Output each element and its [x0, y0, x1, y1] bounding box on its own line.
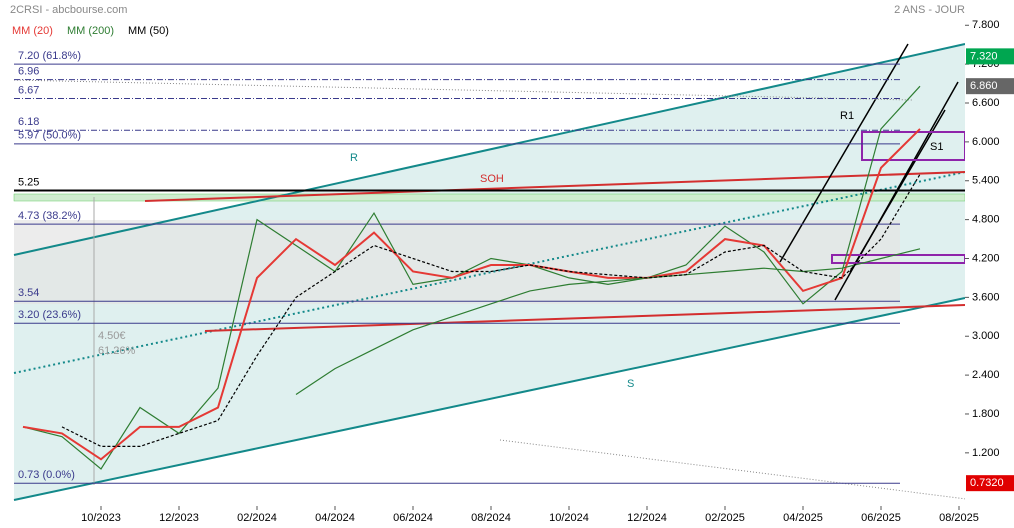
trend-line — [13, 171, 966, 374]
trend-line — [13, 297, 966, 501]
level-label: 3.54 — [18, 287, 39, 299]
legend-entry: MM (20) — [12, 25, 53, 37]
series-line — [22, 85, 921, 470]
x-tick-label: 02/2025 — [705, 512, 745, 524]
x-tick-label: 02/2024 — [237, 512, 277, 524]
y-tick-label: 1.200 — [972, 447, 1000, 459]
x-tick-label: 10/2024 — [549, 512, 589, 524]
series-line — [61, 173, 921, 447]
x-tick-label: 04/2025 — [783, 512, 823, 524]
trend-line — [144, 171, 966, 202]
price-tag — [966, 475, 1014, 492]
price-tag — [966, 48, 1014, 65]
y-tick-label: 6.000 — [972, 136, 1000, 148]
zone — [14, 220, 900, 304]
price-tag-label: 7.320 — [970, 50, 998, 62]
x-tick-label: 10/2023 — [81, 512, 121, 524]
trend-line — [204, 304, 966, 332]
level-label: 7.20 (61.8%) — [18, 50, 81, 62]
level-label: 0.73 (0.0%) — [18, 469, 75, 481]
trend-line — [779, 43, 909, 263]
level-label: 6.67 — [18, 84, 39, 96]
annotation: S1 — [930, 141, 943, 153]
x-tick-label: 06/2024 — [393, 512, 433, 524]
trend-line — [13, 43, 966, 256]
legend-entry: MM (50) — [128, 25, 169, 37]
level-label: 5.25 — [18, 176, 39, 188]
y-tick-label: 3.600 — [972, 291, 1000, 303]
annotation: R — [350, 152, 358, 164]
level-label: 4.73 (38.2%) — [18, 210, 81, 222]
x-tick-label: 08/2024 — [471, 512, 511, 524]
chart-subtitle: 2 ANS - JOUR — [894, 4, 965, 16]
level-label: 6.96 — [18, 66, 39, 78]
x-tick-label: 12/2023 — [159, 512, 199, 524]
annotation: S — [627, 378, 634, 390]
level-label: 3.20 (23.6%) — [18, 309, 81, 321]
chart-title: 2CRSI - abcbourse.com — [10, 4, 127, 16]
annotation: 61.26% — [98, 345, 136, 357]
legend-entry: MM (200) — [67, 25, 114, 37]
y-tick-label: 2.400 — [972, 369, 1000, 381]
x-tick-label: 06/2025 — [861, 512, 901, 524]
y-tick-label: 3.000 — [972, 330, 1000, 342]
y-tick-label: 4.800 — [972, 214, 1000, 226]
x-tick-label: 08/2025 — [939, 512, 979, 524]
y-tick-label: 5.400 — [972, 175, 1000, 187]
x-tick-label: 04/2024 — [315, 512, 355, 524]
x-tick-label: 12/2024 — [627, 512, 667, 524]
y-tick-label: 7.800 — [972, 19, 1000, 31]
annotation: SOH — [480, 173, 504, 185]
price-tag-label: 6.860 — [970, 80, 998, 92]
y-tick-label: 4.200 — [972, 252, 1000, 264]
annotation: 4.50€ — [98, 330, 126, 342]
y-tick-label: 1.800 — [972, 408, 1000, 420]
price-tag-label: 0.7320 — [970, 477, 1004, 489]
annotation: R1 — [840, 110, 854, 122]
price-tag — [966, 78, 1014, 95]
series-line — [295, 248, 921, 395]
level-label: 5.97 (50.0%) — [18, 130, 81, 142]
level-label: 6.18 — [18, 116, 39, 128]
y-tick-label: 6.600 — [972, 97, 1000, 109]
